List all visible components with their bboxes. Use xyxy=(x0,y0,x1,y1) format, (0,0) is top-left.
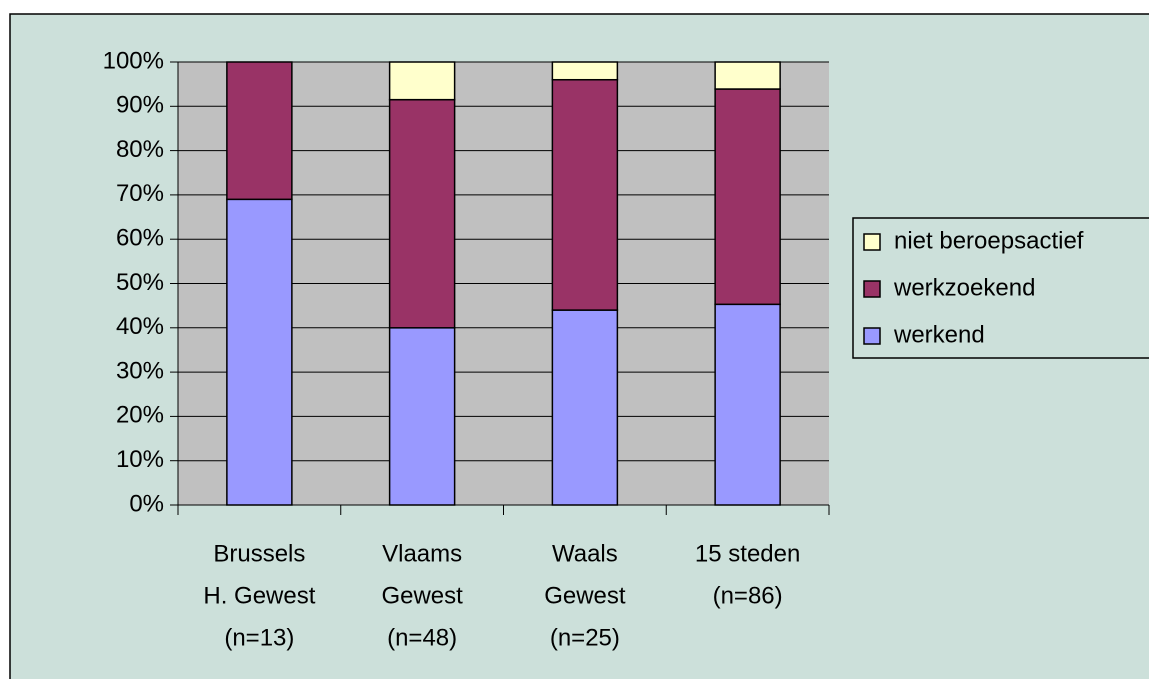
bar-segment xyxy=(714,61,781,90)
y-tick-label: 50% xyxy=(116,269,164,296)
x-tick-label: Brussels xyxy=(213,540,305,567)
bar-segment xyxy=(551,61,619,81)
legend-label: werkend xyxy=(893,321,985,348)
legend-swatch xyxy=(863,233,881,251)
x-tick-label: Waals xyxy=(552,540,618,567)
legend-box xyxy=(852,217,1149,359)
x-tick-label: Vlaams xyxy=(382,540,462,567)
legend-label: werkzoekend xyxy=(893,274,1035,301)
y-tick-label: 20% xyxy=(116,402,164,429)
y-tick-label: 30% xyxy=(116,357,164,384)
bar-segment xyxy=(226,198,293,506)
legend-swatch xyxy=(863,327,881,345)
bar-segment xyxy=(714,88,781,306)
bar-segment xyxy=(551,78,619,311)
y-tick-label: 70% xyxy=(116,180,164,207)
y-tick-label: 40% xyxy=(116,313,164,340)
x-tick-label: (n=13) xyxy=(224,624,294,651)
legend-swatch xyxy=(863,280,881,298)
legend-label: niet beroepsactief xyxy=(894,227,1084,254)
bar-segment xyxy=(551,309,619,506)
y-tick-label: 60% xyxy=(116,225,164,252)
y-tick-label: 90% xyxy=(116,92,164,119)
x-tick-label: (n=25) xyxy=(550,624,620,651)
x-tick-label: H. Gewest xyxy=(203,582,315,609)
bar-segment xyxy=(388,61,456,101)
x-tick-label: (n=48) xyxy=(387,624,457,651)
bar-segment xyxy=(388,327,456,506)
y-tick-label: 100% xyxy=(103,47,164,74)
y-tick-label: 10% xyxy=(116,446,164,473)
y-tick-label: 80% xyxy=(116,136,164,163)
y-tick-label: 0% xyxy=(129,490,164,517)
x-tick-label: Gewest xyxy=(381,582,463,609)
bar-segment xyxy=(714,303,781,506)
bar-segment xyxy=(388,98,456,329)
bar-segment xyxy=(226,61,293,201)
x-tick-label: Gewest xyxy=(544,582,626,609)
x-tick-label: 15 steden xyxy=(695,540,800,567)
x-tick-label: (n=86) xyxy=(713,582,783,609)
